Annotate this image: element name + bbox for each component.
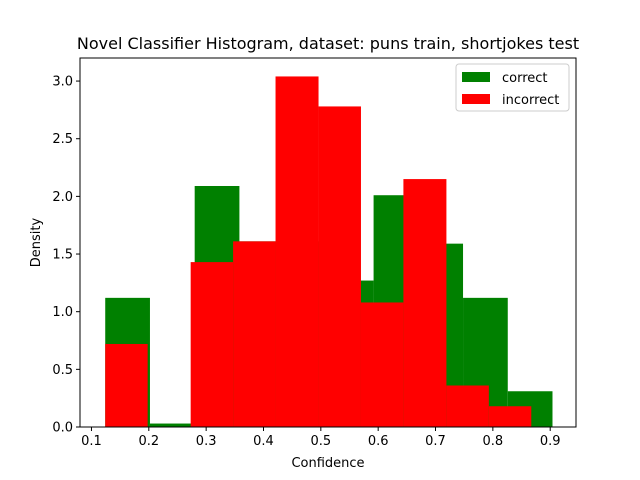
y-tick-label: 1.5 xyxy=(52,248,73,263)
y-tick-label: 0.5 xyxy=(52,363,73,378)
chart-title: Novel Classifier Histogram, dataset: pun… xyxy=(77,34,579,53)
bar-incorrect-8 xyxy=(446,385,489,427)
y-axis-ticks: 0.0 0.5 1.0 1.5 2.0 2.5 3.0 xyxy=(52,75,80,436)
bar-incorrect-3 xyxy=(233,241,276,427)
x-tick-label: 0.9 xyxy=(540,434,561,449)
y-tick-label: 0.0 xyxy=(52,421,73,436)
x-tick-label: 0.2 xyxy=(138,434,159,449)
legend-label-incorrect: incorrect xyxy=(502,93,559,108)
legend: correct incorrect xyxy=(455,63,570,112)
x-tick-label: 0.1 xyxy=(81,434,102,449)
x-tick-label: 0.3 xyxy=(196,434,217,449)
y-axis-label: Density xyxy=(29,217,44,267)
bar-incorrect-7 xyxy=(403,179,447,427)
bar-incorrect-2 xyxy=(190,262,234,427)
series-incorrect-bars xyxy=(105,76,532,428)
x-tick-label: 0.6 xyxy=(368,434,389,449)
bar-incorrect-0 xyxy=(105,343,148,427)
bar-incorrect-5 xyxy=(318,106,361,428)
bar-incorrect-6 xyxy=(360,302,404,427)
x-tick-label: 0.5 xyxy=(310,434,331,449)
bar-correct-1 xyxy=(149,423,195,427)
bar-incorrect-4 xyxy=(275,76,319,427)
y-tick-label: 2.5 xyxy=(52,132,73,147)
y-tick-label: 2.0 xyxy=(52,190,73,205)
legend-label-correct: correct xyxy=(502,71,548,86)
legend-swatch-correct xyxy=(462,72,490,82)
y-tick-label: 1.0 xyxy=(52,305,73,320)
legend-swatch-incorrect xyxy=(462,94,490,104)
x-tick-label: 0.7 xyxy=(425,434,446,449)
y-tick-label: 3.0 xyxy=(52,75,73,90)
x-tick-label: 0.8 xyxy=(483,434,504,449)
x-axis-ticks: 0.1 0.2 0.3 0.4 0.5 0.6 0.7 0.8 0.9 xyxy=(81,427,561,449)
x-axis-label: Confidence xyxy=(291,456,364,471)
x-tick-label: 0.4 xyxy=(253,434,274,449)
plot-area-frame xyxy=(79,57,577,428)
bar-incorrect-9 xyxy=(488,406,532,427)
